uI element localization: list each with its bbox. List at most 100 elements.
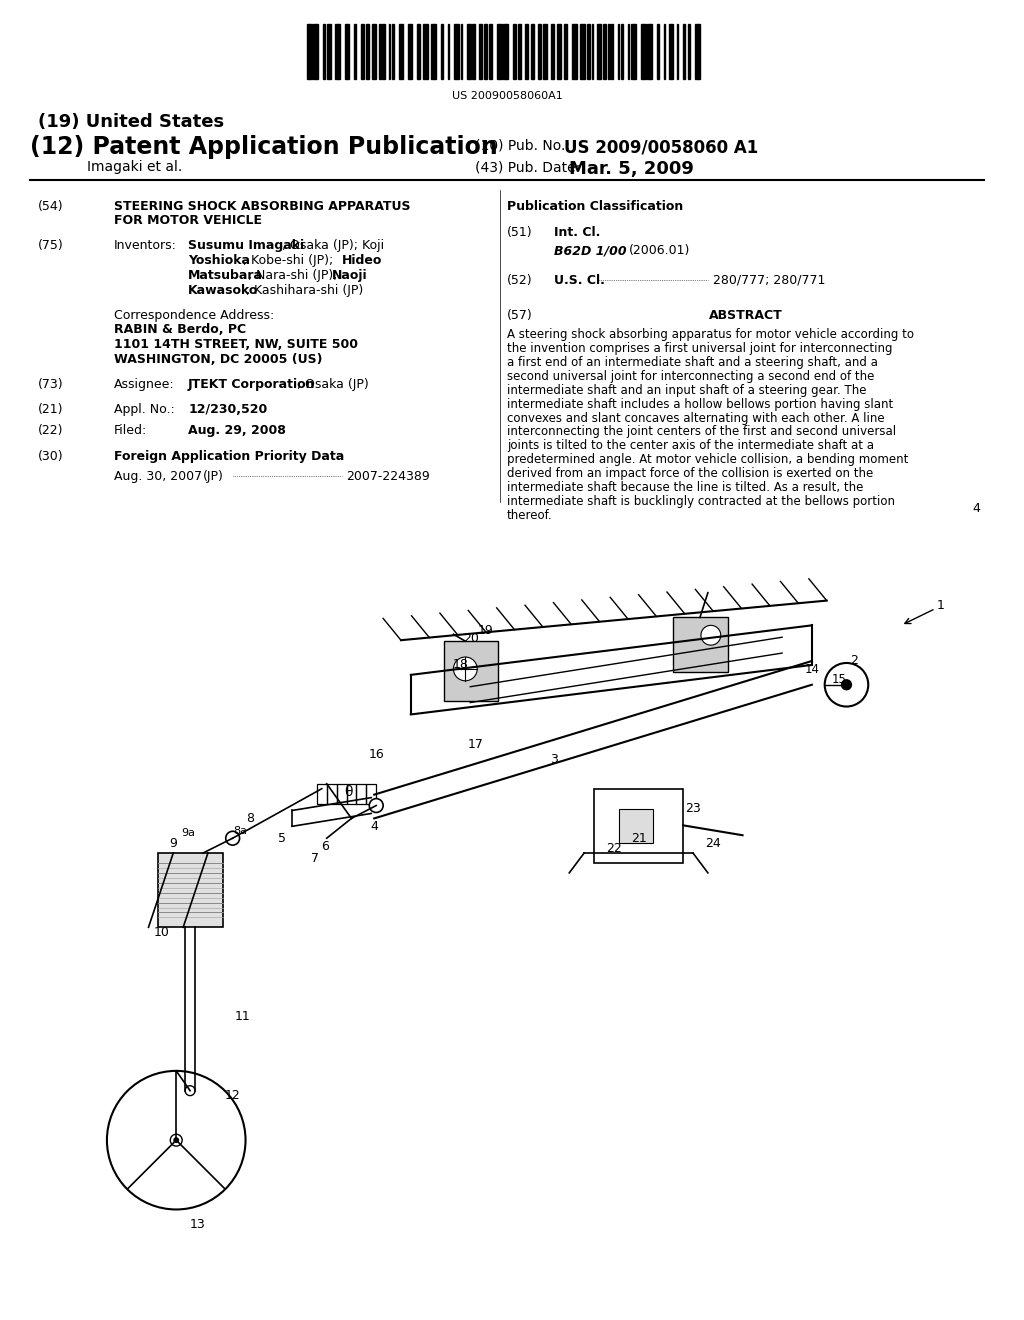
Text: Aug. 30, 2007: Aug. 30, 2007 xyxy=(114,470,202,483)
Text: 22: 22 xyxy=(606,842,622,854)
Bar xyxy=(354,24,356,79)
Circle shape xyxy=(701,626,721,645)
Text: (43) Pub. Date:: (43) Pub. Date: xyxy=(475,160,581,174)
Text: Matsubara: Matsubara xyxy=(188,269,263,282)
Text: 17: 17 xyxy=(467,738,483,751)
Bar xyxy=(461,24,463,79)
Text: Kawasoko: Kawasoko xyxy=(188,284,258,297)
Bar xyxy=(488,24,492,79)
Text: θ: θ xyxy=(344,784,352,799)
Text: 4: 4 xyxy=(371,820,378,833)
Text: , Osaka (JP): , Osaka (JP) xyxy=(297,378,369,391)
Text: (51): (51) xyxy=(507,226,532,239)
Text: (12) Patent Application Publication: (12) Patent Application Publication xyxy=(30,135,498,160)
Bar xyxy=(373,24,376,79)
Circle shape xyxy=(225,832,240,845)
Text: , Kashihara-shi (JP): , Kashihara-shi (JP) xyxy=(246,284,362,297)
Text: interconnecting the joint centers of the first and second universal: interconnecting the joint centers of the… xyxy=(507,425,896,438)
Bar xyxy=(538,24,541,79)
Circle shape xyxy=(170,1134,182,1146)
Text: Yoshioka: Yoshioka xyxy=(188,253,250,267)
Circle shape xyxy=(185,1086,195,1096)
Bar xyxy=(159,853,223,928)
Text: 15: 15 xyxy=(833,673,847,686)
Text: Int. Cl.: Int. Cl. xyxy=(554,226,601,239)
Text: joints is tilted to the center axis of the intermediate shaft at a: joints is tilted to the center axis of t… xyxy=(507,440,873,453)
Bar xyxy=(316,784,327,804)
Bar xyxy=(564,24,567,79)
Text: ABSTRACT: ABSTRACT xyxy=(709,309,782,322)
Bar xyxy=(417,24,420,79)
Bar xyxy=(524,24,527,79)
Bar xyxy=(367,784,376,804)
Text: US 2009/0058060 A1: US 2009/0058060 A1 xyxy=(564,139,759,156)
Text: 6: 6 xyxy=(321,840,329,853)
Text: thereof.: thereof. xyxy=(507,508,553,521)
Text: Hideo: Hideo xyxy=(342,253,382,267)
Bar xyxy=(688,24,690,79)
Bar xyxy=(443,642,498,701)
Bar xyxy=(467,24,471,79)
Bar xyxy=(631,24,636,79)
Text: 19: 19 xyxy=(477,624,493,636)
Text: Inventors:: Inventors: xyxy=(114,239,177,252)
Bar xyxy=(581,24,585,79)
Bar xyxy=(694,24,699,79)
Text: 11: 11 xyxy=(234,1010,251,1023)
Text: 21: 21 xyxy=(631,832,646,845)
Text: 3: 3 xyxy=(551,752,558,766)
Text: 4: 4 xyxy=(972,502,980,515)
Bar xyxy=(447,24,450,79)
Bar xyxy=(379,24,381,79)
Text: 23: 23 xyxy=(685,803,700,814)
Text: Susumu Imagaki: Susumu Imagaki xyxy=(188,239,304,252)
Text: 12/230,520: 12/230,520 xyxy=(188,403,267,416)
Text: 5: 5 xyxy=(279,832,286,845)
Text: 18: 18 xyxy=(453,659,468,672)
Bar xyxy=(551,24,554,79)
Text: 24: 24 xyxy=(705,837,721,850)
Text: A steering shock absorbing apparatus for motor vehicle according to: A steering shock absorbing apparatus for… xyxy=(507,329,913,342)
Bar xyxy=(531,24,535,79)
Bar xyxy=(669,24,674,79)
Text: 10: 10 xyxy=(154,925,169,939)
Bar xyxy=(683,24,685,79)
Text: (75): (75) xyxy=(38,239,63,252)
Bar xyxy=(366,24,369,79)
Text: (21): (21) xyxy=(38,403,63,416)
Bar xyxy=(479,24,482,79)
Bar xyxy=(611,24,613,79)
Circle shape xyxy=(842,680,851,690)
Text: 12: 12 xyxy=(225,1089,241,1102)
Text: derived from an impact force of the collision is exerted on the: derived from an impact force of the coll… xyxy=(507,467,873,480)
Text: intermediate shaft and an input shaft of a steering gear. The: intermediate shaft and an input shaft of… xyxy=(507,384,866,397)
Bar xyxy=(423,24,428,79)
Text: RABIN & Berdo, PC: RABIN & Berdo, PC xyxy=(114,323,246,337)
Text: , Nara-shi (JP);: , Nara-shi (JP); xyxy=(248,269,341,282)
Bar xyxy=(503,24,508,79)
Circle shape xyxy=(370,799,383,813)
Text: 9a: 9a xyxy=(181,828,196,838)
Text: Correspondence Address:: Correspondence Address: xyxy=(114,309,274,322)
Text: U.S. Cl.: U.S. Cl. xyxy=(554,273,605,286)
Bar xyxy=(587,24,590,79)
Text: convexes and slant concaves alternating with each other. A line: convexes and slant concaves alternating … xyxy=(507,412,885,425)
Text: 280/777; 280/771: 280/777; 280/771 xyxy=(713,273,825,286)
Bar xyxy=(618,809,653,843)
Bar xyxy=(327,24,332,79)
Bar xyxy=(337,784,346,804)
Bar xyxy=(382,24,385,79)
Text: Publication Classification: Publication Classification xyxy=(507,199,683,213)
Text: (57): (57) xyxy=(507,309,532,322)
Circle shape xyxy=(454,657,477,681)
Bar xyxy=(431,24,436,79)
Bar xyxy=(641,24,646,79)
Text: (52): (52) xyxy=(507,273,532,286)
Bar xyxy=(608,24,609,79)
Text: Mar. 5, 2009: Mar. 5, 2009 xyxy=(569,160,694,178)
Text: B62D 1/00: B62D 1/00 xyxy=(554,244,627,257)
Text: (2006.01): (2006.01) xyxy=(629,244,690,257)
Text: intermediate shaft includes a hollow bellows portion having slant: intermediate shaft includes a hollow bel… xyxy=(507,397,893,411)
Bar xyxy=(360,24,365,79)
Bar xyxy=(557,24,560,79)
